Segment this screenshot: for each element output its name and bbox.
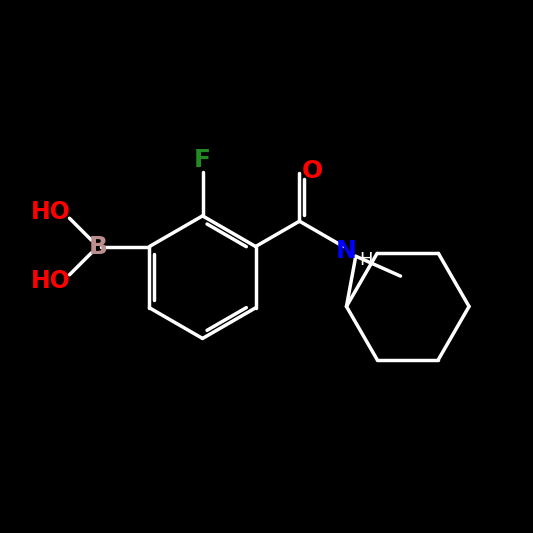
Text: N: N: [336, 239, 357, 263]
Text: F: F: [194, 148, 211, 173]
Text: HO: HO: [31, 200, 71, 224]
Text: B: B: [88, 235, 107, 259]
Text: O: O: [302, 158, 324, 183]
Text: H: H: [359, 251, 373, 269]
Text: HO: HO: [31, 269, 71, 293]
